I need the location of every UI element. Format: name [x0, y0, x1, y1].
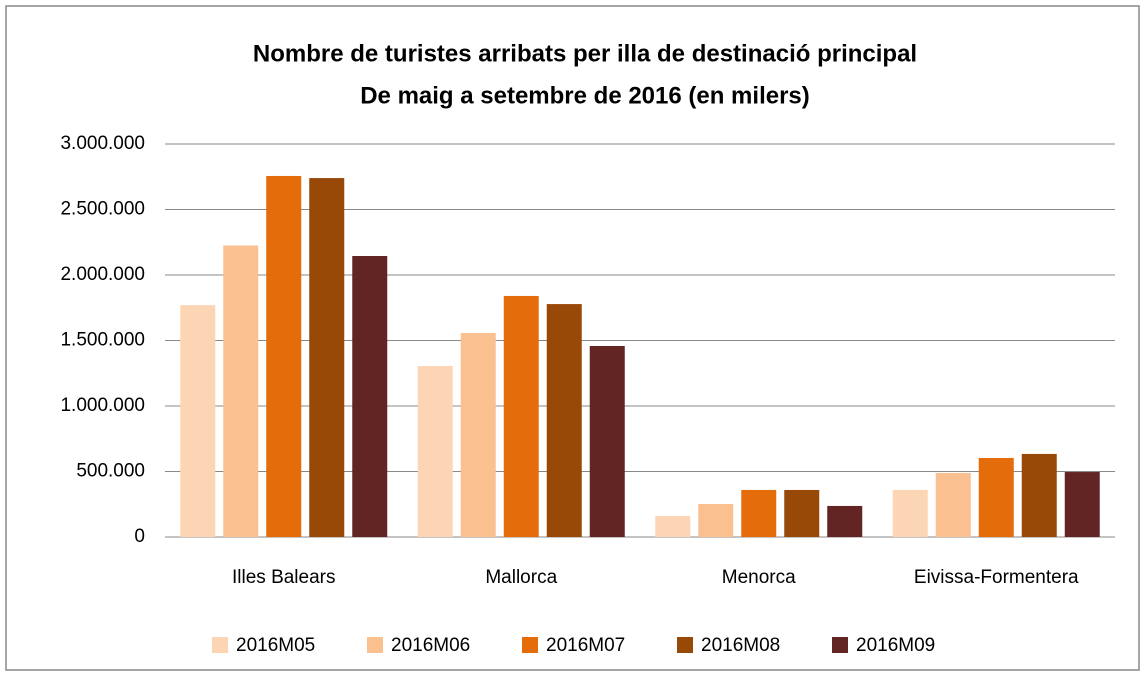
y-tick-label: 500.000 [76, 461, 145, 482]
legend-swatch [522, 637, 538, 653]
bar [698, 503, 734, 537]
bar [784, 489, 820, 537]
legend-label: 2016M09 [856, 635, 935, 656]
legend-swatch [367, 637, 383, 653]
y-tick-label: 2.500.000 [60, 199, 145, 220]
x-tick-label: Mallorca [485, 567, 557, 588]
legend-swatch [832, 637, 848, 653]
bar [460, 333, 496, 537]
x-tick-label: Menorca [722, 567, 796, 588]
bar [546, 304, 582, 537]
bar [978, 458, 1014, 537]
y-tick-label: 1.000.000 [60, 395, 145, 416]
chart-subtitle: De maig a setembre de 2016 (en milers) [360, 82, 810, 109]
bar [1064, 472, 1100, 537]
legend-label: 2016M08 [701, 635, 780, 656]
chart-title: Nombre de turistes arribats per illa de … [253, 40, 917, 67]
bar [1021, 453, 1057, 537]
bar [309, 178, 345, 537]
bar [417, 366, 453, 537]
bar [827, 505, 863, 537]
y-tick-label: 2.000.000 [60, 264, 145, 285]
x-tick-label: Illes Balears [232, 567, 336, 588]
bar [266, 175, 302, 538]
bar [655, 516, 691, 537]
bar [892, 489, 928, 537]
legend-label: 2016M07 [546, 635, 625, 656]
bar [589, 346, 625, 537]
bar [223, 245, 259, 537]
y-tick-label: 0 [134, 526, 145, 547]
y-tick-label: 1.500.000 [60, 330, 145, 351]
y-tick-label: 3.000.000 [60, 133, 145, 154]
bar [741, 489, 777, 537]
legend-label: 2016M06 [391, 635, 470, 656]
bar [503, 295, 539, 537]
x-tick-label: Eivissa-Formentera [914, 567, 1079, 588]
bar [180, 305, 216, 537]
bar [352, 256, 388, 537]
legend-swatch [677, 637, 693, 653]
bar [935, 472, 971, 537]
legend-label: 2016M05 [236, 635, 315, 656]
legend-swatch [212, 637, 228, 653]
